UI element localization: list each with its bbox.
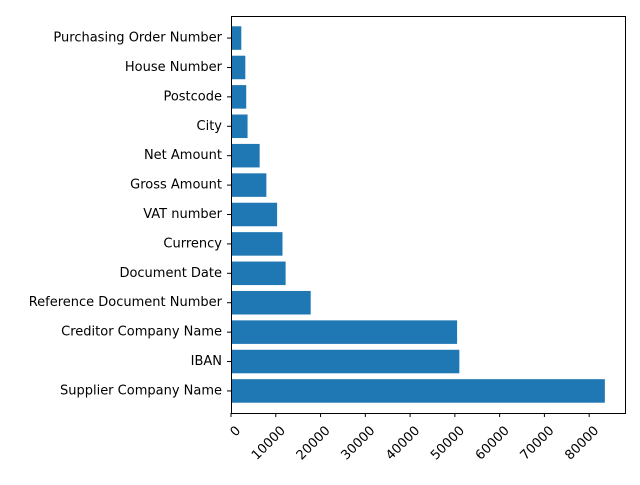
bar-net-amount bbox=[231, 143, 260, 168]
bar-reference-document-number bbox=[231, 290, 311, 315]
y-tick-label: Creditor Company Name bbox=[61, 325, 222, 340]
bar-vat-number bbox=[231, 202, 278, 227]
bar-supplier-company-name bbox=[231, 379, 605, 403]
x-tick-label: 80000 bbox=[562, 423, 602, 463]
bar-document-date bbox=[231, 261, 286, 286]
y-tick-label: House Number bbox=[125, 60, 223, 75]
x-tick-label: 0 bbox=[228, 423, 244, 439]
y-tick-label: Postcode bbox=[163, 89, 222, 104]
y-tick-label: VAT number bbox=[143, 207, 222, 222]
y-axis-ticks: Supplier Company Name IBAN Creditor Compan… bbox=[29, 31, 231, 398]
bar-postcode bbox=[231, 85, 247, 109]
bar-house-number bbox=[231, 55, 246, 80]
y-tick-label: IBAN bbox=[191, 354, 222, 369]
x-tick-label: 40000 bbox=[383, 423, 423, 463]
y-tick-label: Currency bbox=[163, 236, 222, 251]
x-axis-ticks: 0 10000 20000 30000 40000 50000 60000 70000 8000… bbox=[228, 413, 602, 463]
bar-purchasing-order-number bbox=[231, 26, 242, 50]
bar-currency bbox=[231, 232, 283, 256]
y-tick-label: City bbox=[197, 119, 223, 134]
y-tick-label: Gross Amount bbox=[130, 178, 222, 193]
y-tick-label: Purchasing Order Number bbox=[53, 31, 222, 46]
bar-gross-amount bbox=[231, 173, 267, 197]
x-tick-label: 50000 bbox=[428, 423, 468, 463]
y-tick-label: Reference Document Number bbox=[29, 295, 223, 310]
y-tick-label: Document Date bbox=[119, 266, 222, 281]
bar-iban bbox=[231, 349, 460, 374]
y-tick-label: Net Amount bbox=[144, 148, 222, 163]
bar-creditor-company-name bbox=[231, 320, 458, 344]
bar-city bbox=[231, 114, 248, 139]
bars-layer bbox=[231, 26, 605, 403]
plot-frame bbox=[231, 16, 626, 414]
x-tick-label: 30000 bbox=[339, 423, 379, 463]
x-tick-label: 20000 bbox=[294, 423, 334, 463]
x-tick-label: 70000 bbox=[518, 423, 558, 463]
y-tick-label: Supplier Company Name bbox=[60, 383, 222, 398]
x-tick-label: 60000 bbox=[473, 423, 513, 463]
x-tick-label: 10000 bbox=[249, 423, 289, 463]
